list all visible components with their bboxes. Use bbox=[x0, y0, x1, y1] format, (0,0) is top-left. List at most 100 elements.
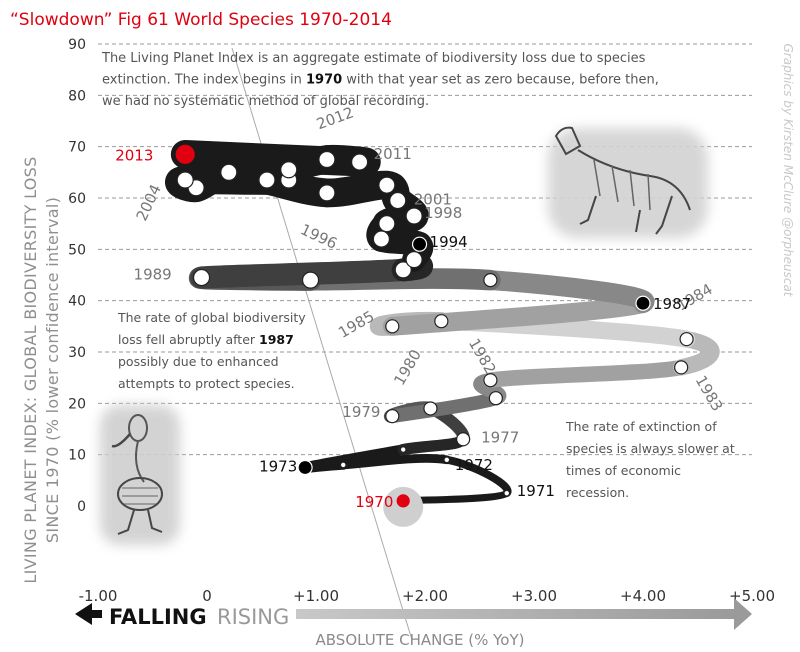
y-tick-label: 50 bbox=[68, 242, 86, 258]
annotation-line: possibly due to enhanced bbox=[118, 354, 279, 369]
y-tick-label: 80 bbox=[68, 88, 86, 104]
year-label-1982: 1982 bbox=[465, 335, 500, 377]
path-segment bbox=[480, 270, 655, 314]
year-label-1994: 1994 bbox=[430, 233, 468, 251]
year-label-1987: 1987 bbox=[653, 295, 691, 313]
data-point bbox=[443, 456, 451, 464]
y-tick-label: 60 bbox=[68, 191, 86, 207]
path-segment bbox=[672, 330, 720, 376]
data-point bbox=[318, 150, 336, 169]
data-point bbox=[351, 153, 369, 171]
annotation-line: The Living Planet Index is an aggregate … bbox=[101, 51, 646, 66]
y-tick-label: 0 bbox=[77, 499, 86, 515]
falling-label: FALLING bbox=[109, 605, 207, 629]
year-label-1998: 1998 bbox=[424, 204, 462, 222]
path-segment bbox=[382, 293, 653, 336]
data-point bbox=[423, 401, 438, 416]
annotation-line: recession. bbox=[566, 485, 629, 500]
annotation-line: loss fell abruptly after 1987 bbox=[118, 332, 294, 347]
data-point bbox=[318, 184, 336, 202]
rising-arrow-head bbox=[734, 598, 752, 630]
annotation-line: attempts to protect species. bbox=[118, 376, 295, 391]
y-axis-subtitle: SINCE 1970 (% lower confidence interval) bbox=[43, 197, 62, 543]
data-point bbox=[405, 251, 423, 269]
falling-arrow-head bbox=[75, 603, 92, 625]
data-point bbox=[378, 215, 396, 233]
path-segment bbox=[397, 433, 469, 456]
data-point bbox=[456, 432, 471, 447]
data-points bbox=[175, 144, 694, 527]
annotation-line: The rate of extinction of bbox=[565, 419, 717, 434]
y-tick-label: 90 bbox=[68, 37, 86, 53]
data-point bbox=[175, 144, 195, 164]
x-tick-label: -1.00 bbox=[79, 587, 118, 605]
year-label-2004: 2004 bbox=[133, 182, 165, 224]
data-point bbox=[385, 319, 400, 334]
data-point bbox=[258, 171, 276, 189]
year-label-2013: 2013 bbox=[115, 146, 153, 164]
y-tick-label: 20 bbox=[68, 396, 86, 412]
dodo-skeleton-illustration bbox=[100, 405, 180, 545]
y-tick-label: 40 bbox=[68, 294, 86, 310]
year-label-1970: 1970 bbox=[355, 493, 393, 511]
y-tick-label: 10 bbox=[68, 448, 86, 464]
year-label-1989: 1989 bbox=[134, 266, 172, 284]
data-point bbox=[488, 391, 503, 406]
data-point bbox=[679, 332, 694, 347]
data-point bbox=[394, 261, 412, 279]
data-point bbox=[389, 191, 407, 210]
year-label-1980: 1980 bbox=[390, 346, 425, 388]
data-point bbox=[434, 314, 449, 329]
data-point bbox=[176, 171, 194, 189]
rising-label: RISING bbox=[217, 605, 289, 629]
path-segment bbox=[385, 391, 503, 424]
chart-title: “Slowdown” Fig 61 World Species 1970-201… bbox=[10, 10, 392, 30]
x-tick-label: +3.00 bbox=[511, 587, 557, 605]
path-segment bbox=[482, 359, 689, 388]
data-point bbox=[372, 230, 390, 248]
x-tick-label: +4.00 bbox=[620, 587, 666, 605]
x-tick-label: +2.00 bbox=[402, 587, 448, 605]
data-point bbox=[405, 207, 423, 225]
year-label-2011: 2011 bbox=[374, 145, 412, 163]
y-axis-title: LIVING PLANET INDEX: GLOBAL BIODIVERSITY… bbox=[21, 156, 40, 583]
year-label-1985: 1985 bbox=[335, 307, 377, 342]
data-point bbox=[674, 360, 689, 375]
path-segment bbox=[338, 454, 452, 470]
y-tick-labels: 0 10 20 30 40 50 60 70 80 90 bbox=[68, 37, 86, 515]
x-tick-labels: -1.00 0 +1.00 +2.00 +3.00 +4.00 +5.00 bbox=[79, 587, 775, 605]
annotation-line: extinction. The index begins in 1970 wit… bbox=[102, 73, 659, 88]
data-point bbox=[385, 409, 400, 424]
x-tick-label: 0 bbox=[202, 587, 212, 605]
data-point bbox=[411, 236, 428, 252]
data-point bbox=[399, 446, 407, 453]
annotation-line: The rate of global biodiversity bbox=[117, 310, 306, 325]
data-point bbox=[280, 161, 298, 179]
year-label-1977: 1977 bbox=[481, 428, 519, 446]
annotation-line: species is always slower at bbox=[566, 441, 735, 456]
data-point bbox=[483, 273, 498, 288]
x-axis-title: ABSOLUTE CHANGE (% YoY) bbox=[316, 631, 525, 649]
data-point bbox=[220, 163, 238, 181]
direction-arrow bbox=[75, 598, 752, 630]
year-label-1971: 1971 bbox=[517, 482, 555, 500]
graphics-credit: Graphics by Kirsten McClure @orpheuscat bbox=[781, 43, 795, 297]
year-label-2001: 2001 bbox=[414, 191, 452, 209]
annotation-line: we had no systematic method of global re… bbox=[102, 94, 429, 109]
rhino-skeleton-illustration bbox=[548, 126, 708, 238]
data-point bbox=[301, 271, 320, 289]
rising-arrow-shaft bbox=[296, 609, 736, 619]
year-label-1972: 1972 bbox=[455, 456, 493, 474]
data-point bbox=[192, 268, 211, 287]
x-tick-label: +5.00 bbox=[729, 587, 775, 605]
annotations: The Living Planet Index is an aggregate … bbox=[101, 51, 735, 500]
path-segment bbox=[190, 258, 415, 289]
data-point bbox=[503, 489, 511, 497]
annotation-line: times of economic bbox=[566, 463, 681, 478]
data-point bbox=[396, 494, 410, 508]
data-point bbox=[297, 459, 313, 476]
y-tick-label: 70 bbox=[68, 140, 86, 156]
x-tick-label: +1.00 bbox=[293, 587, 339, 605]
y-tick-label: 30 bbox=[68, 345, 86, 361]
